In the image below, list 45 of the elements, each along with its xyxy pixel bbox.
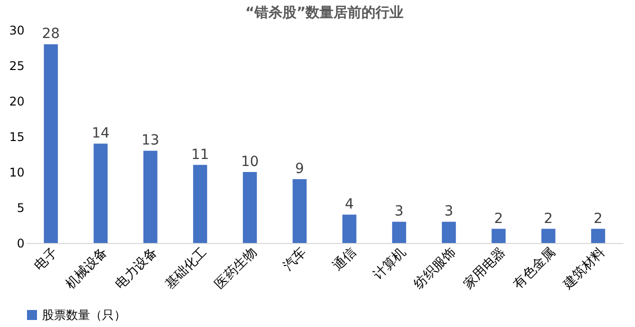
bar (193, 164, 208, 243)
data-label: 28 (42, 26, 60, 42)
bar (492, 228, 506, 243)
data-label: 3 (394, 204, 404, 220)
x-tick-label: 纺织服饰 (411, 244, 459, 292)
data-label: 4 (344, 196, 354, 213)
chart-title: “错杀股”数量居前的行业 (245, 5, 404, 21)
data-label: 9 (295, 161, 304, 178)
x-tick-label: 机械设备 (63, 244, 111, 292)
x-tick-label: 有色金属 (510, 244, 558, 292)
data-label: 2 (594, 210, 603, 227)
bar (242, 172, 257, 243)
bar (342, 214, 356, 243)
bar (292, 179, 307, 243)
x-tick-label: 建筑材料 (560, 244, 608, 293)
x-tick-label: 基础化工 (162, 244, 210, 292)
bar (541, 228, 556, 243)
x-tick-label: 计算机 (370, 244, 410, 283)
data-label: 2 (544, 210, 553, 227)
data-label: 14 (92, 126, 110, 142)
x-tick-label: 电子 (32, 244, 61, 274)
bar (44, 44, 58, 243)
y-tick-label: 30 (9, 24, 24, 38)
bar (392, 222, 406, 243)
x-tick-label: 电力设备 (112, 244, 160, 292)
y-tick-label: 15 (9, 130, 24, 144)
x-tick-label: 家用电器 (460, 244, 509, 292)
y-tick-label: 10 (9, 166, 24, 180)
x-tick-label: 汽车 (280, 244, 310, 274)
data-label: 2 (494, 210, 504, 227)
bar (591, 228, 606, 243)
x-tick-label: 通信 (330, 244, 360, 274)
legend-label: 股票数量（只） (42, 308, 126, 322)
y-tick-label: 25 (9, 59, 24, 73)
y-tick-label: 0 (16, 236, 24, 250)
bar (442, 222, 456, 243)
bar (94, 144, 108, 243)
y-tick-label: 5 (16, 201, 24, 215)
data-label: 10 (240, 154, 259, 170)
x-tick-label: 医药生物 (212, 244, 260, 292)
data-label: 13 (141, 132, 160, 149)
data-label: 3 (444, 204, 454, 220)
y-tick-label: 20 (9, 94, 24, 108)
bar (143, 150, 158, 243)
data-label: 11 (191, 146, 210, 163)
